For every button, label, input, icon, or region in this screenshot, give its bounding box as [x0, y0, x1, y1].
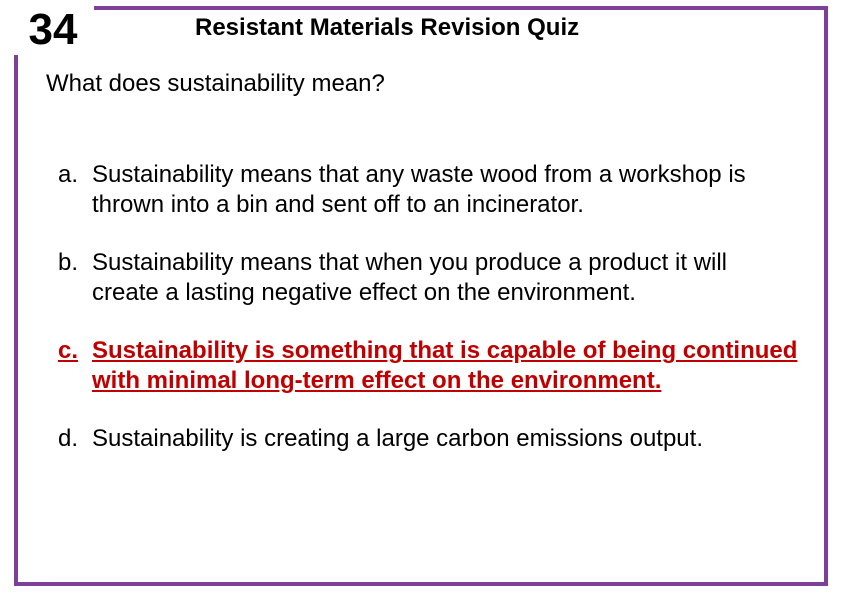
answer-marker: d.	[58, 424, 92, 454]
answer-text: Sustainability is something that is capa…	[92, 336, 798, 396]
answer-c: c. Sustainability is something that is c…	[58, 336, 798, 396]
answer-text: Sustainability is creating a large carbo…	[92, 424, 798, 454]
answer-marker: b.	[58, 248, 92, 308]
answer-text: Sustainability means that any waste wood…	[92, 160, 798, 220]
slide-number-box: 34	[12, 5, 94, 55]
slide-number: 34	[29, 8, 78, 52]
quiz-title: Resistant Materials Revision Quiz	[195, 14, 579, 42]
answer-d: d. Sustainability is creating a large ca…	[58, 424, 798, 454]
answer-a: a. Sustainability means that any waste w…	[58, 160, 798, 220]
answer-marker: a.	[58, 160, 92, 220]
answer-marker: c.	[58, 336, 92, 396]
answer-b: b. Sustainability means that when you pr…	[58, 248, 798, 308]
answers-list: a. Sustainability means that any waste w…	[58, 160, 798, 482]
answer-text: Sustainability means that when you produ…	[92, 248, 798, 308]
question-text: What does sustainability mean?	[46, 70, 385, 98]
